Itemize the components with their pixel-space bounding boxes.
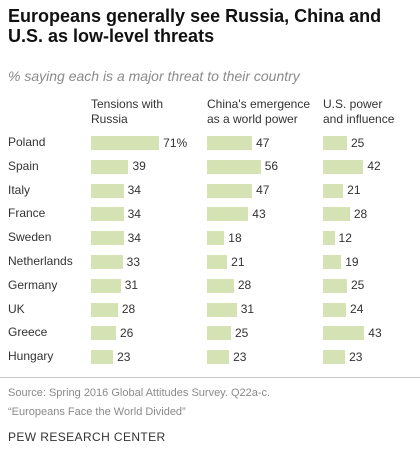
data-label: 47 (256, 135, 270, 150)
bar (207, 278, 234, 293)
column-header-line: as a world power (207, 112, 298, 126)
data-label: 34 (127, 183, 141, 198)
data-label: 18 (228, 230, 242, 245)
column-header-line: Tensions with (91, 97, 164, 111)
bar (323, 231, 335, 246)
data-label: 21 (347, 183, 361, 198)
bar (207, 302, 237, 317)
bar (323, 326, 365, 341)
row-label: Italy (8, 182, 31, 197)
data-label: 19 (345, 254, 359, 269)
bar (207, 255, 228, 269)
report-title: “Europeans Face the World Divided” (8, 406, 186, 418)
row-label: Poland (8, 135, 46, 149)
bar (323, 136, 347, 150)
bar (323, 278, 347, 293)
row-label: Netherlands (8, 254, 73, 268)
bar (91, 326, 116, 341)
bar (323, 350, 346, 365)
column-header-2: China's emergence as a world power (207, 97, 310, 127)
data-label: 33 (126, 254, 141, 269)
data-label: 34 (127, 206, 141, 221)
data-label: 71% (163, 135, 188, 150)
bar (323, 255, 342, 269)
bar (91, 302, 118, 317)
bar (91, 350, 114, 365)
row-label: Germany (8, 277, 58, 292)
data-label: 39 (132, 159, 146, 174)
row-label: Sweden (8, 230, 52, 245)
data-label: 26 (119, 325, 134, 340)
column-header-3: U.S. power and influence (323, 97, 394, 127)
row-label: Greece (8, 325, 48, 340)
data-label: 42 (367, 159, 381, 174)
data-label: 28 (121, 302, 136, 317)
bar (207, 326, 231, 341)
column-header-line: China's emergence (207, 97, 311, 111)
data-label: 56 (264, 159, 279, 174)
data-label: 23 (233, 349, 247, 364)
bar (207, 159, 261, 174)
chart-title: Europeans generally see Russia, China an… (8, 6, 382, 46)
data-label: 28 (353, 206, 368, 221)
data-label: 21 (231, 254, 245, 269)
bar (323, 183, 344, 198)
bar (207, 136, 253, 150)
column-header-line: and influence (323, 112, 395, 126)
data-label: 25 (351, 135, 365, 150)
bar (91, 255, 123, 269)
bar (207, 231, 225, 246)
data-label: 31 (240, 302, 255, 317)
data-label: 43 (368, 325, 382, 340)
data-label: 34 (127, 230, 141, 245)
bar (91, 183, 124, 198)
column-header-line: Russia (91, 112, 128, 126)
bar (91, 231, 124, 246)
source-note: Source: Spring 2016 Global Attitudes Sur… (8, 387, 271, 399)
data-label: 25 (235, 325, 249, 340)
chart-subtitle: % saying each is a major threat to their… (8, 68, 300, 84)
row-label: Hungary (8, 349, 54, 364)
data-label: 23 (349, 349, 363, 364)
data-label: 28 (237, 278, 252, 293)
bar (323, 159, 364, 174)
data-label: 23 (117, 349, 131, 364)
bar (323, 302, 347, 317)
bar (91, 278, 121, 293)
column-header-line: U.S. power (323, 97, 383, 111)
bar (91, 207, 124, 222)
column-header-1: Tensions with Russia (91, 97, 163, 127)
data-label: 47 (256, 183, 270, 198)
data-label: 43 (252, 206, 266, 221)
data-label: 24 (350, 302, 364, 317)
bar (207, 350, 230, 365)
bar (207, 207, 249, 222)
bar (91, 159, 129, 174)
data-label: 25 (351, 278, 365, 293)
brand-logo: PEW RESEARCH CENTER (8, 430, 166, 444)
bar (207, 183, 253, 198)
divider (0, 377, 420, 378)
data-label: 31 (124, 278, 139, 293)
row-label: UK (8, 301, 25, 316)
bar (91, 136, 160, 150)
row-label: France (8, 206, 46, 221)
data-label: 12 (338, 230, 352, 245)
row-label: Spain (8, 158, 39, 173)
bar (323, 207, 350, 222)
